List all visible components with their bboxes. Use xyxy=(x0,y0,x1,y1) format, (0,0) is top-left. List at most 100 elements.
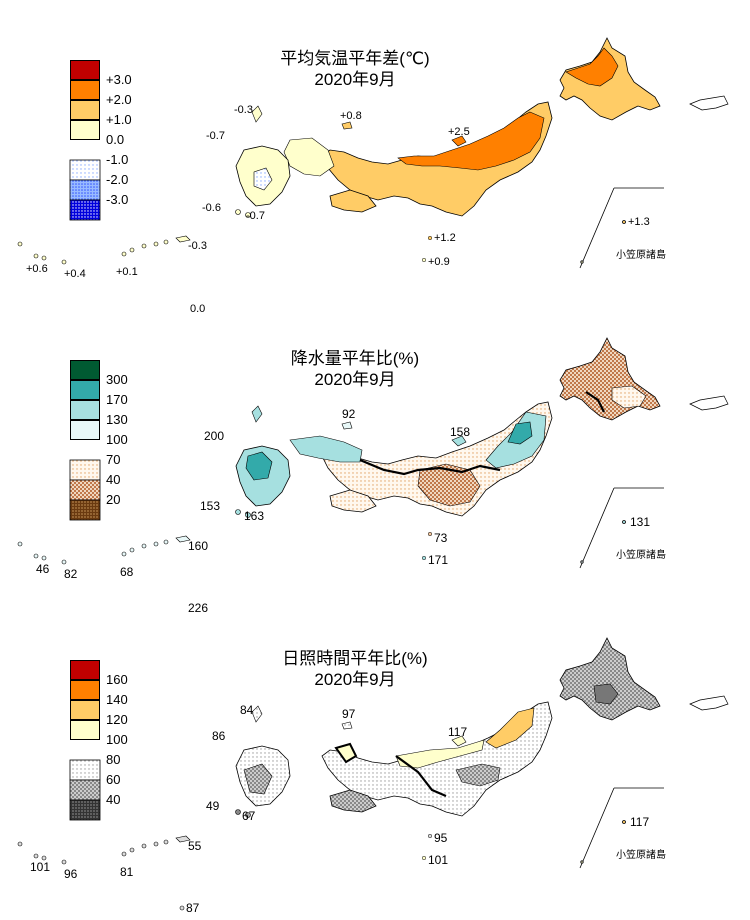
legend-label: 60 xyxy=(106,772,121,787)
legend-label: 80 xyxy=(106,752,121,767)
value-ryukyu-2: 96 xyxy=(64,867,78,881)
chugoku-wet-area xyxy=(289,435,363,463)
legend-label: 20 xyxy=(106,492,121,507)
legend-label: 40 xyxy=(106,472,121,487)
legend-swatch-300 xyxy=(70,360,100,380)
legend-label: -1.0 xyxy=(106,152,129,167)
chugoku-cool-area xyxy=(283,137,335,177)
legend-swatch-160 xyxy=(70,660,100,680)
shikoku-region xyxy=(329,189,377,213)
oki-islands xyxy=(341,721,353,730)
value-yakushima: 67 xyxy=(242,809,256,823)
value-sado: 158 xyxy=(450,425,471,439)
central-dry-area xyxy=(417,463,481,507)
title-main: 日照時間平年比(%) xyxy=(282,649,428,668)
value-daito: 0.0 xyxy=(190,303,206,315)
precipitation-map xyxy=(17,337,729,569)
tsushima-island xyxy=(251,705,263,723)
hokkaido-dark-area xyxy=(593,683,619,705)
legend-swatch-plus2 xyxy=(70,80,100,100)
value-ryukyu-4: 160 xyxy=(188,539,209,553)
value-ryukyu-3: 81 xyxy=(120,865,134,879)
value-oki: +0.8 xyxy=(340,110,362,122)
value-tsushima: 84 xyxy=(240,703,254,717)
value-izu-b: 101 xyxy=(428,853,449,867)
shikoku-region xyxy=(329,789,377,813)
sado-island xyxy=(451,435,467,447)
sado-island xyxy=(451,135,467,147)
temperature-panel: 平均気温平年差(℃) 2020年9月 +3.0 +2.0 +1.0 0.0 -1… xyxy=(0,0,750,315)
value-izu-a: +1.2 xyxy=(434,232,456,244)
legend-label: 100 xyxy=(106,732,128,747)
tsushima-island xyxy=(251,405,263,423)
normal-line-central xyxy=(359,458,501,476)
bonin-label: 小笠原諸島 xyxy=(616,250,666,261)
precipitation-title: 降水量平年比(%) 2020年9月 xyxy=(240,348,470,390)
shikoku-region xyxy=(329,489,377,513)
value-ryukyu-1: 46 xyxy=(36,562,50,576)
value-ryukyu-2: 82 xyxy=(64,567,78,581)
legend-swatch-140 xyxy=(70,680,100,700)
bonin-inset-frame xyxy=(579,487,664,569)
oki-islands xyxy=(341,421,353,430)
legend-swatch-170 xyxy=(70,380,100,400)
legend-swatch-100 xyxy=(70,420,100,440)
bonin-inset-frame xyxy=(579,787,664,869)
legend-label: 160 xyxy=(106,672,128,687)
legend-label: +3.0 xyxy=(106,72,132,87)
value-tanegashima: 153 xyxy=(200,499,221,513)
title-month: 2020年9月 xyxy=(314,670,396,689)
value-ogasawara: 117 xyxy=(630,815,650,829)
value-tanegashima: -0.6 xyxy=(202,202,221,214)
ryukyu-islands xyxy=(17,835,191,911)
honshu-hot-area xyxy=(397,111,545,171)
value-ogasawara: 131 xyxy=(630,515,651,529)
bonin-label: 小笠原諸島 xyxy=(616,850,666,861)
value-tanegashima: 49 xyxy=(206,799,220,813)
legend-label: 170 xyxy=(106,392,128,407)
value-ryukyu-4: -0.3 xyxy=(188,240,207,252)
hokkaido-east-area xyxy=(611,385,647,409)
value-ryukyu-3: 68 xyxy=(120,565,134,579)
legend-swatch-zero xyxy=(70,120,100,140)
kyushu-very-wet-area xyxy=(245,451,273,481)
legend-label: -3.0 xyxy=(106,192,129,207)
legend-label: 0.0 xyxy=(106,132,125,147)
hokkaido-region xyxy=(559,337,661,421)
sunshine-title: 日照時間平年比(%) 2020年9月 xyxy=(240,648,470,690)
bonin-label: 小笠原諸島 xyxy=(616,550,666,561)
normal-line-central xyxy=(395,755,447,798)
legend-swatch-130 xyxy=(70,400,100,420)
legend-label: 100 xyxy=(106,432,128,447)
sunshine-map xyxy=(17,637,729,911)
value-izu-a: 73 xyxy=(434,531,448,545)
temperature-map xyxy=(17,37,729,269)
value-daito: 87 xyxy=(186,901,200,915)
legend-label: -2.0 xyxy=(106,172,129,187)
rebun-islands xyxy=(689,395,729,411)
value-izu-b: 171 xyxy=(428,553,449,567)
tsushima-island xyxy=(251,105,263,123)
rebun-islands xyxy=(689,95,729,111)
value-izu-a: 95 xyxy=(434,831,448,845)
honshu-region xyxy=(321,401,553,517)
legend-label: 300 xyxy=(106,372,128,387)
title-month: 2020年9月 xyxy=(314,370,396,389)
legend-swatch-100 xyxy=(70,720,100,740)
legend-label: 130 xyxy=(106,412,128,427)
value-sado: +2.5 xyxy=(448,126,470,138)
kyushu-cool-area xyxy=(253,167,273,191)
legend-label: +2.0 xyxy=(106,92,132,107)
hokkaido-hot-area xyxy=(565,47,619,87)
rebun-islands xyxy=(689,695,729,711)
value-ogasawara: +1.3 xyxy=(628,216,650,228)
value-izu-b: +0.9 xyxy=(428,256,450,268)
value-goto-west: -0.7 xyxy=(206,130,225,142)
oki-islands xyxy=(341,121,353,130)
legend-swatch-plus1 xyxy=(70,100,100,120)
legend-swatch-plus3 xyxy=(70,60,100,80)
value-ryukyu-2: +0.4 xyxy=(64,268,86,280)
bonin-inset-frame xyxy=(579,187,664,269)
tohoku-sunny-area xyxy=(485,707,535,749)
ryukyu-islands xyxy=(17,235,191,265)
